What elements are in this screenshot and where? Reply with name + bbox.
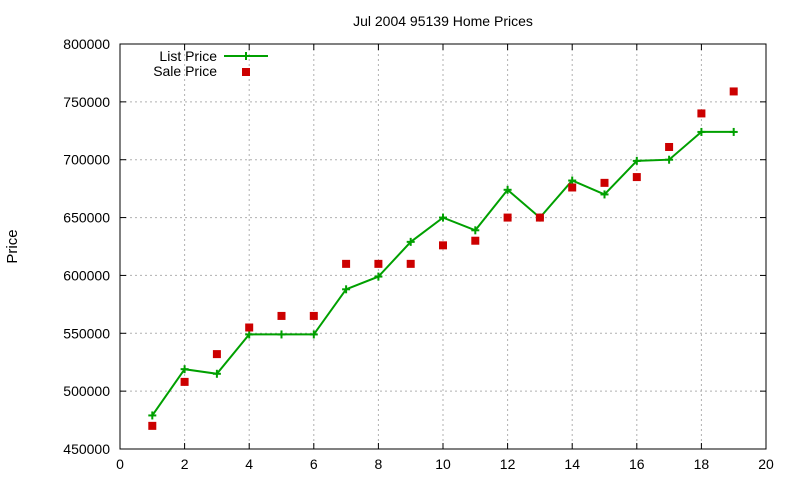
data-point-sale-price bbox=[342, 259, 351, 268]
x-tick-label: 8 bbox=[375, 456, 383, 472]
x-tick-label: 10 bbox=[435, 456, 451, 472]
y-tick-label: 450000 bbox=[63, 441, 110, 457]
y-tick-label: 750000 bbox=[63, 94, 110, 110]
data-point-sale-price bbox=[374, 259, 383, 268]
data-point-sale-price bbox=[632, 173, 641, 182]
y-tick-label: 550000 bbox=[63, 325, 110, 341]
data-point-sale-price bbox=[729, 87, 738, 96]
data-point-list-price bbox=[180, 365, 189, 374]
data-point-list-price bbox=[439, 213, 447, 222]
data-point-list-price bbox=[406, 237, 415, 246]
x-tick-label: 20 bbox=[758, 456, 774, 472]
x-tick-label: 18 bbox=[694, 456, 710, 472]
data-point-list-price bbox=[729, 127, 738, 136]
data-point-sale-price bbox=[503, 213, 512, 222]
data-point-list-price bbox=[697, 127, 706, 136]
x-tick-label: 4 bbox=[245, 456, 253, 472]
data-point-sale-price bbox=[406, 259, 415, 268]
data-point-list-price bbox=[309, 330, 318, 339]
data-point-sale-price bbox=[471, 236, 480, 245]
data-point-sale-price bbox=[439, 241, 447, 250]
legend-sample-sale-price bbox=[242, 68, 250, 76]
legend-marker-sale-price bbox=[242, 68, 250, 76]
data-point-sale-price bbox=[309, 311, 318, 320]
data-point-sale-price bbox=[568, 183, 577, 192]
x-tick-label: 12 bbox=[500, 456, 516, 472]
data-point-sale-price bbox=[535, 213, 544, 222]
data-point-list-price bbox=[471, 226, 480, 235]
data-point-list-price bbox=[632, 156, 641, 165]
series-1 bbox=[148, 87, 738, 430]
data-point-list-price bbox=[245, 330, 254, 339]
data-point-list-price bbox=[503, 185, 512, 194]
data-point-list-price bbox=[665, 155, 674, 164]
data-point-sale-price bbox=[600, 178, 609, 187]
legend: List Price Sale Price bbox=[153, 48, 268, 79]
data-point-list-price bbox=[212, 369, 221, 378]
legend-sample-list-price bbox=[224, 52, 268, 60]
data-point-list-price bbox=[568, 176, 577, 185]
legend-marker-list-price bbox=[242, 52, 250, 60]
y-tick-label: 700000 bbox=[63, 152, 110, 168]
data-point-sale-price bbox=[180, 377, 189, 386]
y-tick-label: 650000 bbox=[63, 210, 110, 226]
x-tick-labels: 0 2 4 6 8 10 12 14 16 18 20 bbox=[116, 456, 774, 472]
y-axis-label: Price bbox=[4, 229, 21, 263]
data-point-list-price bbox=[600, 190, 609, 199]
data-point-sale-price bbox=[245, 323, 254, 332]
legend-label-list-price: List Price bbox=[159, 48, 217, 64]
y-tick-label: 600000 bbox=[63, 267, 110, 283]
data-point-list-price bbox=[277, 330, 286, 339]
series bbox=[148, 87, 738, 430]
data-point-list-price bbox=[342, 285, 351, 294]
legend-label-sale-price: Sale Price bbox=[153, 63, 217, 79]
series-0 bbox=[148, 127, 738, 420]
data-point-sale-price bbox=[212, 350, 221, 359]
x-tick-label: 14 bbox=[564, 456, 580, 472]
x-tick-label: 6 bbox=[310, 456, 318, 472]
x-tick-label: 0 bbox=[116, 456, 124, 472]
data-point-sale-price bbox=[665, 142, 674, 151]
x-tick-label: 16 bbox=[629, 456, 645, 472]
ticks bbox=[119, 43, 767, 450]
y-tick-label: 500000 bbox=[63, 383, 110, 399]
data-point-sale-price bbox=[148, 421, 157, 430]
x-tick-label: 2 bbox=[181, 456, 189, 472]
y-tick-label: 800000 bbox=[63, 36, 110, 52]
chart-title: Jul 2004 95139 Home Prices bbox=[353, 13, 533, 29]
y-tick-labels: 450000 500000 550000 600000 650000 700000 7500… bbox=[63, 36, 110, 457]
data-point-list-price bbox=[374, 272, 383, 281]
data-point-sale-price bbox=[697, 109, 706, 118]
data-point-sale-price bbox=[277, 311, 286, 320]
data-point-list-price bbox=[148, 411, 157, 420]
